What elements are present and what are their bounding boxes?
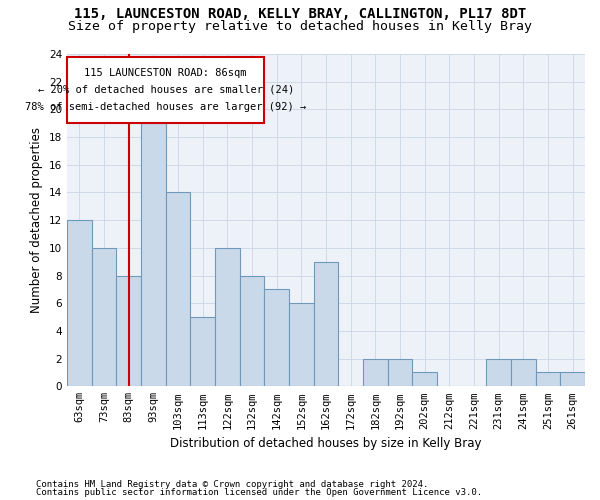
Bar [92,248,116,386]
Bar [67,57,265,123]
Text: Contains public sector information licensed under the Open Government Licence v3: Contains public sector information licen… [36,488,482,497]
Bar [412,372,437,386]
Text: 115 LAUNCESTON ROAD: 86sqm: 115 LAUNCESTON ROAD: 86sqm [85,68,247,78]
Bar [166,192,190,386]
X-axis label: Distribution of detached houses by size in Kelly Bray: Distribution of detached houses by size … [170,437,482,450]
Bar [363,358,388,386]
Y-axis label: Number of detached properties: Number of detached properties [31,127,43,313]
Text: 115, LAUNCESTON ROAD, KELLY BRAY, CALLINGTON, PL17 8DT: 115, LAUNCESTON ROAD, KELLY BRAY, CALLIN… [74,8,526,22]
Bar [560,372,585,386]
Bar [240,276,265,386]
Bar [487,358,511,386]
Bar [536,372,560,386]
Text: 78% of semi-detached houses are larger (92) →: 78% of semi-detached houses are larger (… [25,102,307,112]
Bar [215,248,240,386]
Bar [190,317,215,386]
Bar [116,276,141,386]
Bar [314,262,338,386]
Bar [388,358,412,386]
Text: Size of property relative to detached houses in Kelly Bray: Size of property relative to detached ho… [68,20,532,33]
Bar [141,123,166,386]
Bar [511,358,536,386]
Bar [67,220,92,386]
Bar [265,290,289,386]
Bar [289,303,314,386]
Text: ← 20% of detached houses are smaller (24): ← 20% of detached houses are smaller (24… [38,85,294,95]
Text: Contains HM Land Registry data © Crown copyright and database right 2024.: Contains HM Land Registry data © Crown c… [36,480,428,489]
